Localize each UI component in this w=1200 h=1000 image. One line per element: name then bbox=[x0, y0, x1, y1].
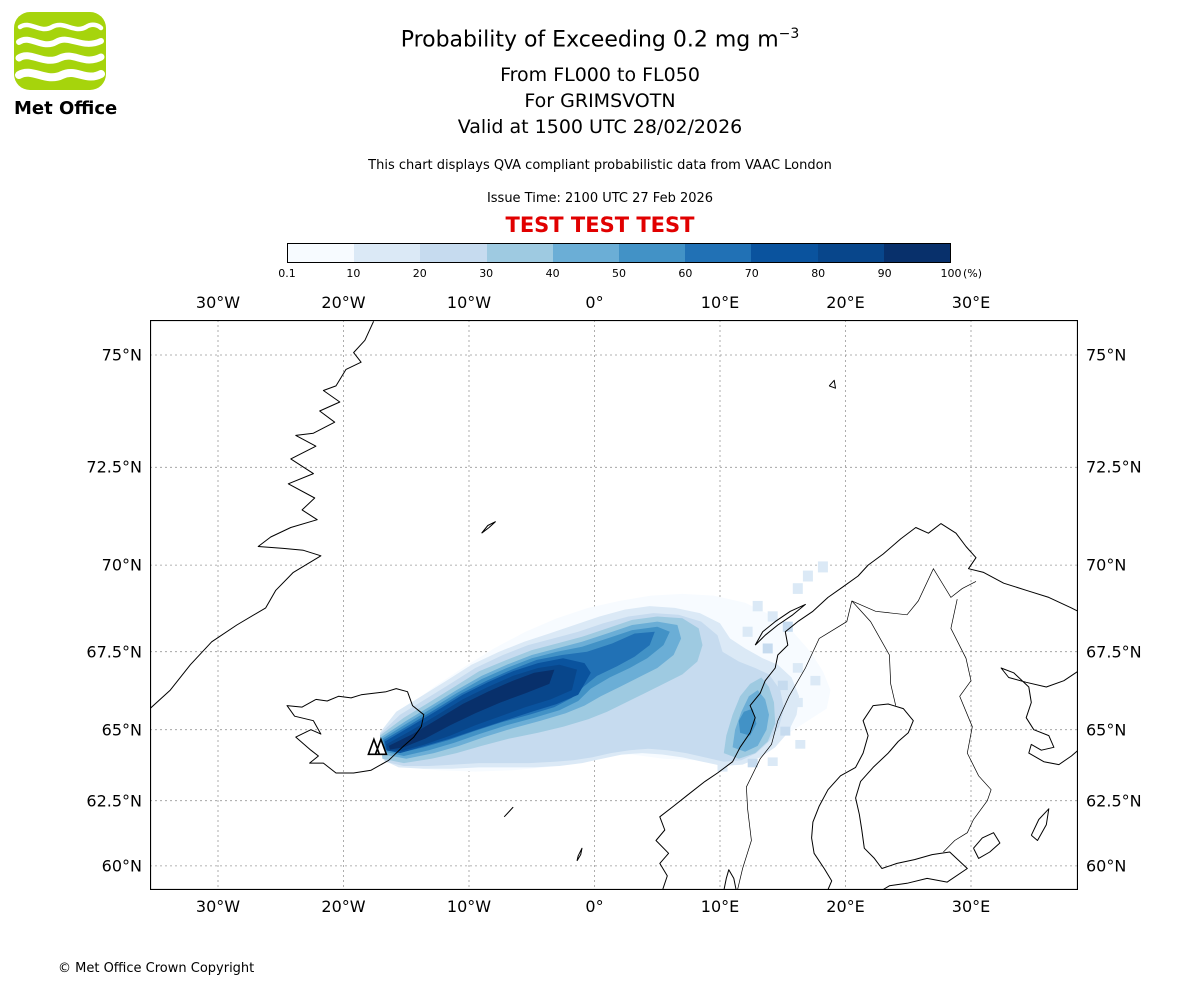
colorbar-segment bbox=[751, 244, 818, 262]
lon-label-top: 20°E bbox=[826, 293, 865, 312]
lat-label-right: 60°N bbox=[1086, 856, 1127, 876]
lon-label-bottom: 20°E bbox=[826, 897, 865, 916]
lon-label-top: 10°E bbox=[700, 293, 740, 312]
lat-label-right: 67.5°N bbox=[1086, 642, 1142, 662]
lat-label-left: 75°N bbox=[101, 345, 142, 365]
met-office-logo-text: Met Office bbox=[14, 98, 118, 119]
lon-label-bottom: 30°E bbox=[951, 897, 991, 916]
lon-label-top: 20°W bbox=[321, 293, 366, 312]
lat-label-right: 75°N bbox=[1086, 345, 1127, 365]
lat-label-left: 62.5°N bbox=[86, 791, 142, 811]
lat-label-left: 70°N bbox=[101, 555, 142, 575]
copyright: © Met Office Crown Copyright bbox=[58, 961, 255, 976]
valid-time-line: Valid at 1500 UTC 28/02/2026 bbox=[457, 116, 743, 138]
colorbar-segment bbox=[817, 244, 884, 262]
lon-label-bottom: 10°W bbox=[446, 897, 492, 916]
lon-label-top: 30°W bbox=[195, 293, 241, 312]
chart-title: Probability of Exceeding 0.2 mg m−3 bbox=[0, 26, 1200, 52]
issue-time: Issue Time: 2100 UTC 27 Feb 2026 bbox=[486, 191, 714, 206]
map-area bbox=[149, 319, 1079, 891]
logo-waves bbox=[15, 22, 105, 82]
lon-label-top: 0° bbox=[585, 293, 604, 312]
colorbar-tick-label: 70 bbox=[744, 267, 759, 280]
colorbar-tick-label: 20 bbox=[412, 267, 427, 280]
colorbar-segment bbox=[486, 244, 553, 262]
colorbar-tick-label: 0.1 bbox=[278, 267, 296, 280]
colorbar-segment bbox=[288, 244, 355, 262]
lon-label-top: 10°W bbox=[446, 293, 492, 312]
colorbar-tick-label: 30 bbox=[479, 267, 494, 280]
colorbar-segment bbox=[354, 244, 421, 262]
lon-label-top: 30°E bbox=[951, 293, 991, 312]
colorbar-segment bbox=[685, 244, 752, 262]
colorbar-tick-label: 100 bbox=[940, 267, 962, 280]
colorbar-tick-label: 80 bbox=[811, 267, 826, 280]
colorbar-tick-label: 90 bbox=[877, 267, 892, 280]
volcano-marker bbox=[367, 736, 388, 756]
lat-label-left: 65°N bbox=[101, 720, 142, 740]
colorbar-tick-label: 40 bbox=[545, 267, 560, 280]
volcano-name-line: For GRIMSVOTN bbox=[524, 90, 676, 112]
coastlines bbox=[150, 321, 1078, 890]
country-borders bbox=[737, 567, 992, 890]
colorbar-tick-label: 50 bbox=[612, 267, 626, 280]
lon-label-bottom: 10°E bbox=[700, 897, 740, 916]
lon-label-bottom: 0° bbox=[585, 897, 604, 916]
colorbar-segment bbox=[883, 244, 951, 262]
lat-label-right: 62.5°N bbox=[1086, 791, 1142, 811]
lat-label-left: 72.5°N bbox=[86, 457, 142, 477]
colorbar-segment bbox=[619, 244, 686, 262]
met-office-logo: Met Office bbox=[14, 12, 118, 119]
lat-label-right: 72.5°N bbox=[1086, 457, 1142, 477]
colorbar-segment bbox=[420, 244, 487, 262]
chart-title-text: Probability of Exceeding 0.2 mg m bbox=[400, 27, 779, 53]
probability-colorbar bbox=[287, 243, 951, 263]
title-exponent: −3 bbox=[778, 26, 800, 42]
qva-note: This chart displays QVA compliant probab… bbox=[368, 158, 832, 173]
colorbar-segment bbox=[552, 244, 620, 262]
met-office-logo-graphic bbox=[14, 12, 106, 90]
flight-level-line: From FL000 to FL050 bbox=[500, 64, 700, 86]
colorbar-unit-label: (%) bbox=[963, 267, 983, 280]
colorbar-tick-label: 60 bbox=[678, 267, 693, 280]
ash-plume-contours bbox=[378, 561, 831, 772]
lat-label-left: 60°N bbox=[101, 856, 142, 876]
lat-label-right: 70°N bbox=[1086, 555, 1127, 575]
lon-label-bottom: 30°W bbox=[195, 897, 241, 916]
lat-label-left: 67.5°N bbox=[86, 642, 142, 662]
map-frame bbox=[149, 319, 1079, 891]
map-svg bbox=[149, 319, 1079, 891]
graticule bbox=[150, 320, 1078, 890]
colorbar-tick-label: 10 bbox=[346, 267, 361, 280]
lat-label-right: 65°N bbox=[1086, 720, 1127, 740]
lon-label-bottom: 20°W bbox=[321, 897, 366, 916]
test-banner: TEST TEST TEST bbox=[505, 213, 695, 237]
